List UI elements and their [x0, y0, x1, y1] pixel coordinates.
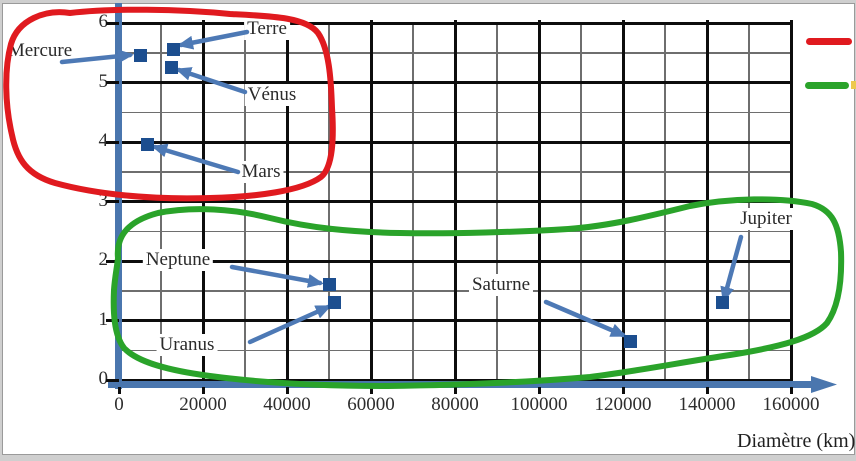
point-vénus: [164, 61, 178, 75]
y-tick-mark: [106, 200, 119, 203]
y-tick-mark: [106, 319, 119, 322]
legend-green-swatch: [805, 82, 849, 89]
y-axis-line: [115, 3, 122, 389]
x-tick-mark: [369, 387, 373, 394]
gridline-major-h: [115, 200, 791, 203]
x-tick-label: 20000: [179, 394, 227, 415]
point-jupiter: [716, 296, 730, 310]
point-label-mars: Mars: [238, 161, 284, 183]
point-terre: [166, 43, 180, 57]
x-tick-label: 100000: [510, 394, 568, 415]
point-label-jupiter: Jupiter: [737, 208, 795, 230]
point-label-terre: Terre: [244, 18, 290, 40]
y-tick-label: 5: [98, 70, 109, 92]
x-tick-mark: [453, 387, 457, 394]
x-tick-label: 0: [114, 394, 124, 415]
y-tick-mark: [106, 21, 119, 25]
x-tick-label: 140000: [678, 394, 736, 415]
x-axis-title: Diamètre (km): [737, 430, 856, 452]
point-saturne: [623, 334, 637, 348]
y-tick-label: 6: [98, 11, 109, 32]
x-tick-mark: [789, 387, 793, 394]
point-neptune: [322, 278, 336, 292]
x-tick-mark: [117, 387, 121, 394]
point-label-saturne: Saturne: [468, 274, 534, 296]
x-tick-label: 40000: [263, 394, 311, 415]
x-axis-arrowhead: [811, 376, 837, 393]
point-label-mercure: Mercure: [4, 40, 76, 62]
point-uranus: [328, 296, 342, 310]
y-tick-label: 3: [98, 189, 109, 211]
legend-cutoff-text-fragment: [851, 81, 856, 89]
y-tick-mark: [106, 140, 119, 144]
point-label-neptune: Neptune: [142, 249, 214, 271]
x-tick-label: 60000: [347, 394, 395, 415]
x-tick-mark: [201, 387, 205, 394]
y-tick-label: 2: [98, 249, 109, 270]
point-label-uranus: Uranus: [156, 334, 218, 356]
gridline-major-h: [115, 81, 791, 84]
gridline-major-h: [115, 140, 791, 144]
y-tick-label: 0: [98, 368, 109, 389]
leader-line-uranus: [247, 304, 332, 345]
gridline-major-h: [115, 319, 791, 322]
leader-line-terre: [177, 29, 250, 50]
y-tick-mark: [106, 81, 119, 84]
point-label-vénus: Vénus: [244, 84, 300, 106]
point-mercure: [133, 49, 147, 63]
y-tick-label: 1: [98, 308, 109, 330]
legend-red-swatch: [806, 38, 852, 45]
y-tick-mark: [106, 259, 119, 263]
chart-page: 0 20000 40000 60000 80000 100000 120000 140000 1…: [2, 3, 856, 455]
x-tick-label: 120000: [594, 394, 652, 415]
x-tick-mark: [537, 387, 541, 394]
y-tick-label: 4: [98, 130, 109, 151]
x-tick-mark: [285, 387, 289, 394]
x-tick-mark: [621, 387, 625, 394]
x-tick-mark: [705, 387, 709, 394]
y-tick-mark: [106, 378, 119, 382]
leader-line-mars: [151, 143, 241, 175]
x-tick-label: 80000: [431, 394, 479, 415]
point-mars: [140, 138, 154, 152]
x-tick-label: 160000: [762, 394, 820, 415]
gridline-major-h: [115, 259, 791, 263]
gridline-major-h: [115, 21, 791, 25]
